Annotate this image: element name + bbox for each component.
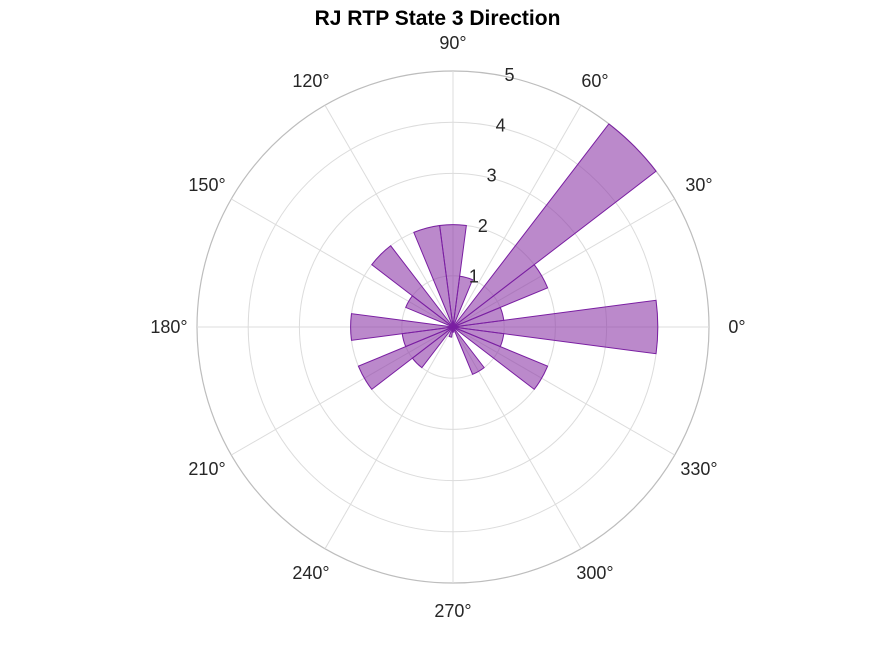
bar-345deg: [452, 326, 505, 348]
chart-title: RJ RTP State 3 Direction: [314, 7, 561, 30]
bar-225deg: [411, 326, 454, 369]
theta-tick-label-270: 270°: [434, 601, 471, 621]
r-tick-label-5: 5: [504, 65, 514, 85]
r-tick-label-3: 3: [487, 166, 497, 186]
bar-255deg: [448, 326, 454, 338]
r-tick-label-1: 1: [469, 267, 479, 287]
bar-135deg: [371, 245, 454, 328]
bar-300deg: [452, 326, 485, 375]
theta-grid-line-240: [324, 326, 454, 549]
axis-labels: 0° 30° 60° 90° 120° 150° 180° 210° 240° 270° 300° 3…: [150, 33, 745, 621]
theta-grid-line-120: [324, 105, 454, 328]
theta-tick-label-30: 30°: [685, 175, 712, 195]
bar-270deg: [451, 326, 455, 333]
theta-tick-label-150: 150°: [188, 175, 225, 195]
theta-tick-label-0: 0°: [728, 317, 745, 337]
theta-tick-label-330: 330°: [680, 459, 717, 479]
bar-150deg: [405, 295, 454, 328]
r-tick-label-4: 4: [496, 115, 506, 135]
theta-tick-label-60: 60°: [581, 71, 608, 91]
theta-tick-label-240: 240°: [292, 563, 329, 583]
theta-tick-label-120: 120°: [292, 71, 329, 91]
bar-180deg: [350, 313, 454, 341]
bar-45deg: [452, 123, 657, 328]
bar-210deg: [357, 326, 454, 391]
histogram-bars: [350, 123, 659, 391]
theta-grid-line-60: [452, 105, 582, 328]
bar-0deg: [452, 299, 659, 355]
theta-tick-label-180: 180°: [150, 317, 187, 337]
theta-tick-label-90: 90°: [439, 33, 466, 53]
theta-tick-label-210: 210°: [188, 459, 225, 479]
bar-105deg: [413, 224, 454, 328]
theta-tick-label-300: 300°: [576, 563, 613, 583]
r-tick-label-2: 2: [478, 216, 488, 236]
bar-330deg: [452, 326, 549, 391]
